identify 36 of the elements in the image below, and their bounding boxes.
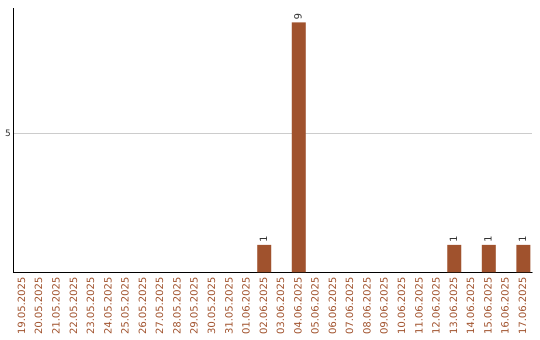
data-label: 1 [258,236,270,242]
x-tick-label: 01.06.2025 [242,276,253,334]
x-tick-label: 31.05.2025 [224,276,236,334]
x-tick-label: 05.06.2025 [310,276,322,334]
x-tick-label: 14.06.2025 [466,276,478,334]
x-tick-label: 10.06.2025 [397,276,408,334]
data-label: 1 [448,236,460,242]
x-tick-label: 09.06.2025 [380,276,391,334]
x-tick-label: 13.06.2025 [448,276,460,334]
x-tick-label: 12.06.2025 [432,276,443,334]
x-tick-label: 16.06.2025 [500,276,512,334]
x-tick-label: 02.06.2025 [258,276,270,334]
x-tick-label: 03.06.2025 [276,276,288,334]
x-tick-label: 07.06.2025 [345,276,356,334]
x-tick-label: 29.05.2025 [190,276,201,334]
x-tick-label: 26.05.2025 [138,276,149,334]
x-tick-label: 23.05.2025 [86,276,98,334]
data-label: 9 [293,12,304,20]
x-tick-label: 15.06.2025 [483,276,494,334]
x-tick-label: 24.05.2025 [103,276,114,334]
y-tick-label: 5 [4,128,11,139]
x-tick-label: 19.05.2025 [16,276,28,334]
data-label: 1 [483,236,494,242]
x-tick-label: 21.05.2025 [52,276,63,334]
x-tick-label: 22.05.2025 [68,276,80,334]
x-tick-label: 28.05.2025 [172,276,184,334]
x-tick-label: 17.06.2025 [518,276,529,334]
x-tick-label: 11.06.2025 [414,276,426,334]
x-tick-label: 27.05.2025 [155,276,166,334]
x-tick-label: 25.05.2025 [120,276,132,334]
data-label: 1 [518,236,529,242]
x-tick-label: 20.05.2025 [34,276,46,334]
x-tick-label: 06.06.2025 [328,276,339,334]
x-tick-label: 30.05.2025 [206,276,218,334]
x-tick-label: 08.06.2025 [362,276,374,334]
x-tick-label: 04.06.2025 [293,276,304,334]
